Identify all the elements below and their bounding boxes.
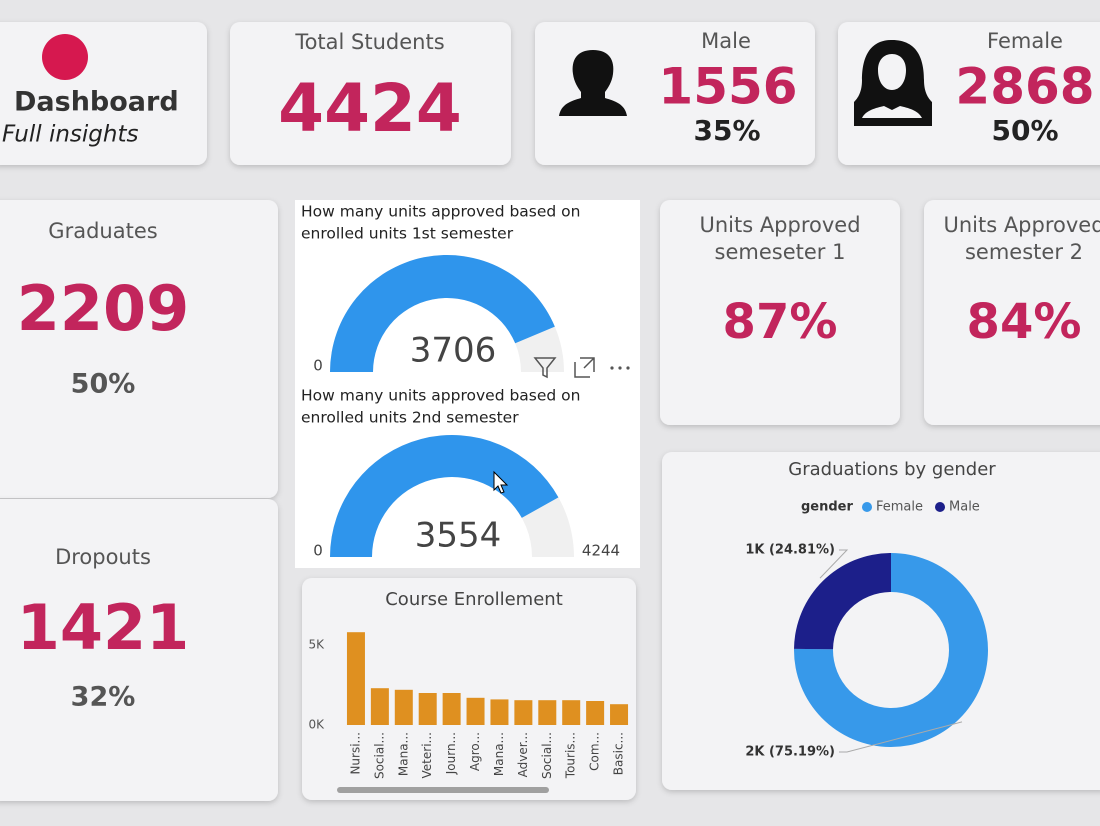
- gauge-title: enrolled units 2nd semester: [301, 409, 519, 427]
- card-label: Units Approved: [699, 213, 860, 237]
- bar: [370, 688, 389, 725]
- x-tick-label: Agro...: [468, 732, 482, 771]
- card: [0, 200, 278, 498]
- chart-title: Course Enrollement: [385, 589, 563, 610]
- card-label: Graduates: [48, 219, 157, 243]
- more-dot: [626, 366, 630, 370]
- bar: [490, 699, 509, 725]
- x-tick-label: Social...: [372, 732, 386, 779]
- filter-icon: [533, 357, 557, 379]
- gauge-value: 3554: [415, 516, 502, 556]
- card-label: Total Students: [294, 30, 444, 54]
- dashboard-subtitle: Full insights: [2, 122, 139, 148]
- card-label: semeseter 1: [715, 240, 846, 264]
- card: [662, 452, 1100, 790]
- card-label: semester 2: [965, 240, 1083, 264]
- female-icon: [854, 40, 932, 126]
- card: [660, 200, 900, 425]
- gauge-fill: [330, 254, 555, 372]
- card-value: 2868: [955, 58, 1094, 116]
- gauge-title: How many units approved based on: [301, 203, 580, 221]
- card-value: 84%: [967, 294, 1082, 350]
- more-dot: [618, 366, 622, 370]
- data-label: 2K (75.19%): [745, 745, 835, 760]
- card-label: Male: [701, 29, 751, 53]
- bar: [514, 700, 533, 725]
- gauge-tick-label: 0: [313, 542, 323, 560]
- bar: [346, 632, 365, 725]
- x-tick-label: Social...: [540, 732, 554, 779]
- card-value: 87%: [723, 294, 838, 350]
- leader-line: [839, 721, 963, 753]
- x-tick-label: Mana...: [492, 732, 506, 776]
- legend-label: Male: [949, 500, 980, 515]
- x-tick-label: Mana...: [396, 732, 410, 776]
- dashboard-title: Dashboard: [14, 87, 179, 118]
- bar: [418, 693, 437, 725]
- y-tick-label: 0K: [308, 718, 325, 732]
- card-label: Units Approved: [943, 213, 1100, 237]
- cursor: [493, 470, 509, 494]
- legend-swatch: [935, 502, 946, 512]
- leader-line: [819, 549, 849, 579]
- bar: [538, 700, 557, 725]
- x-tick-label: Adver...: [516, 732, 530, 777]
- x-tick-label: Com...: [588, 732, 602, 771]
- card: [924, 200, 1100, 425]
- gauge-value: 3706: [410, 331, 497, 371]
- card-percent: 35%: [693, 114, 760, 147]
- gauge-title: How many units approved based on: [301, 387, 580, 405]
- bar: [442, 693, 461, 725]
- card-value: 1421: [17, 591, 190, 664]
- card: [0, 499, 278, 801]
- legend-swatch: [862, 502, 872, 512]
- card-value: 2209: [17, 272, 190, 345]
- x-tick-label: Touris...: [564, 732, 578, 779]
- data-label: 1K (24.81%): [745, 543, 835, 558]
- scrollbar: [337, 787, 549, 793]
- y-tick-label: 5K: [308, 638, 325, 652]
- card-percent: 32%: [71, 682, 136, 713]
- legend-title: gender: [801, 500, 854, 515]
- x-tick-label: Veteri...: [420, 732, 434, 778]
- card: [230, 22, 511, 165]
- bar: [394, 689, 413, 725]
- chart-title: Graduations by gender: [788, 459, 996, 480]
- bar: [610, 704, 629, 725]
- card-percent: 50%: [991, 114, 1058, 147]
- male-icon: [559, 50, 627, 116]
- card-label: Dropouts: [55, 545, 151, 569]
- card-value: 1556: [658, 58, 797, 116]
- focus-icon: [574, 357, 595, 378]
- card-label: Female: [987, 29, 1063, 53]
- gauge-title: enrolled units 1st semester: [301, 225, 514, 243]
- card-value: 4424: [278, 70, 462, 147]
- card: [302, 578, 636, 800]
- more-dot: [610, 366, 614, 370]
- x-tick-label: Nursi...: [348, 732, 362, 775]
- x-tick-label: Journ...: [444, 732, 458, 775]
- bar: [586, 701, 605, 725]
- logo: [42, 34, 88, 80]
- donut-slice: [794, 553, 891, 650]
- donut-slice: [794, 553, 988, 748]
- gauge-tick-label: 0: [313, 357, 323, 375]
- gauge-tick-label: 4244: [582, 542, 620, 560]
- legend-label: Female: [876, 500, 923, 515]
- x-tick-label: Basic...: [612, 732, 626, 775]
- bar: [466, 697, 485, 725]
- card-percent: 50%: [71, 369, 136, 400]
- bar: [562, 700, 581, 725]
- gauge-fill: [330, 434, 559, 557]
